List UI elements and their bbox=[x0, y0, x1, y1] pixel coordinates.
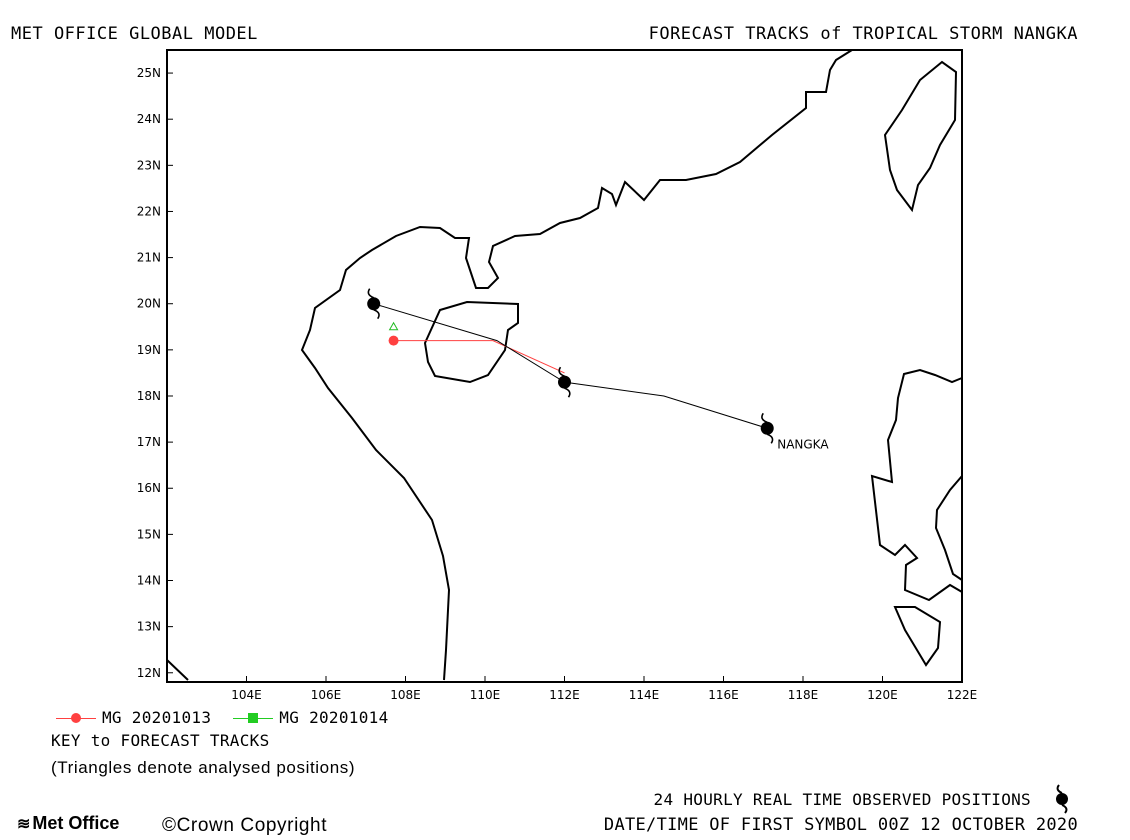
model-title: MET OFFICE GLOBAL MODEL bbox=[11, 24, 258, 44]
lat-tick-label: 21N bbox=[137, 251, 161, 265]
lat-tick-label: 24N bbox=[137, 112, 161, 126]
legend-series1-symbol bbox=[56, 712, 96, 724]
storm-name-label: NANGKA bbox=[777, 437, 829, 451]
forecast-point-mg20201013 bbox=[388, 335, 399, 346]
coast-hainan bbox=[423, 300, 519, 384]
lon-tick-label: 108E bbox=[390, 688, 421, 702]
coast-vietnam-china bbox=[166, 49, 853, 681]
lon-tick-label: 114E bbox=[629, 688, 660, 702]
forecast-tracks bbox=[367, 288, 774, 444]
lat-tick-label: 19N bbox=[137, 343, 161, 357]
legend-series2-symbol bbox=[233, 712, 274, 724]
map-frame bbox=[166, 49, 963, 683]
lon-tick-label: 122E bbox=[947, 688, 978, 702]
observed-position-cyclone-symbol bbox=[367, 288, 381, 320]
lon-tick-label: 118E bbox=[788, 688, 819, 702]
coastlines bbox=[166, 49, 963, 681]
lon-tick-label: 104E bbox=[231, 688, 262, 702]
observed-track bbox=[373, 303, 768, 429]
lon-tick-label: 112E bbox=[549, 688, 580, 702]
lat-tick-label: 20N bbox=[137, 297, 161, 311]
lat-tick-label: 23N bbox=[137, 158, 161, 172]
copyright-notice: ©Crown Copyright bbox=[162, 815, 328, 836]
lat-tick-label: 14N bbox=[137, 574, 161, 588]
lat-tick-label: 25N bbox=[137, 66, 161, 80]
logo-text: Met Office bbox=[32, 813, 120, 833]
lat-tick-label: 15N bbox=[137, 527, 161, 541]
cyclone-icon bbox=[1056, 784, 1068, 814]
observed-positions-note: 24 HOURLY REAL TIME OBSERVED POSITIONS bbox=[653, 790, 1031, 809]
forecast-track-mg20201013 bbox=[393, 340, 565, 374]
legend: MG 20201013 MG 20201014 bbox=[56, 708, 389, 727]
chart-title: FORECAST TRACKS of TROPICAL STORM NANGKA bbox=[648, 24, 1078, 44]
key-title: KEY to FORECAST TRACKS bbox=[51, 731, 270, 750]
coast-mindoro bbox=[893, 606, 942, 667]
lon-tick-label: 120E bbox=[867, 688, 898, 702]
map-axes: 104E 106E 108E 110E 112E 114E 116E 118E 120E 122E… bbox=[137, 66, 978, 702]
coast-luzon bbox=[870, 368, 963, 602]
lat-tick-label: 13N bbox=[137, 620, 161, 634]
lon-tick-label: 106E bbox=[311, 688, 342, 702]
legend-series1-label: MG 20201013 bbox=[102, 708, 212, 727]
key-note: (Triangles denote analysed positions) bbox=[51, 758, 356, 777]
met-office-logo: ≋ Met Office bbox=[17, 813, 119, 834]
lat-tick-label: 16N bbox=[137, 481, 161, 495]
lon-tick-label: 110E bbox=[470, 688, 501, 702]
legend-series2-label: MG 20201014 bbox=[279, 708, 389, 727]
coast-taiwan bbox=[883, 60, 958, 213]
lat-tick-label: 22N bbox=[137, 204, 161, 218]
observed-position-cyclone-symbol bbox=[760, 412, 774, 444]
lon-tick-label: 116E bbox=[708, 688, 739, 702]
analysed-position-triangle bbox=[388, 321, 399, 331]
observed-position-cyclone-symbol bbox=[558, 366, 571, 398]
lat-tick-label: 17N bbox=[137, 435, 161, 449]
lat-tick-label: 12N bbox=[137, 666, 161, 680]
logo-waves-icon: ≋ bbox=[17, 815, 30, 833]
first-symbol-time: DATE/TIME OF FIRST SYMBOL 00Z 12 OCTOBER… bbox=[603, 815, 1078, 835]
lat-tick-label: 18N bbox=[137, 389, 161, 403]
